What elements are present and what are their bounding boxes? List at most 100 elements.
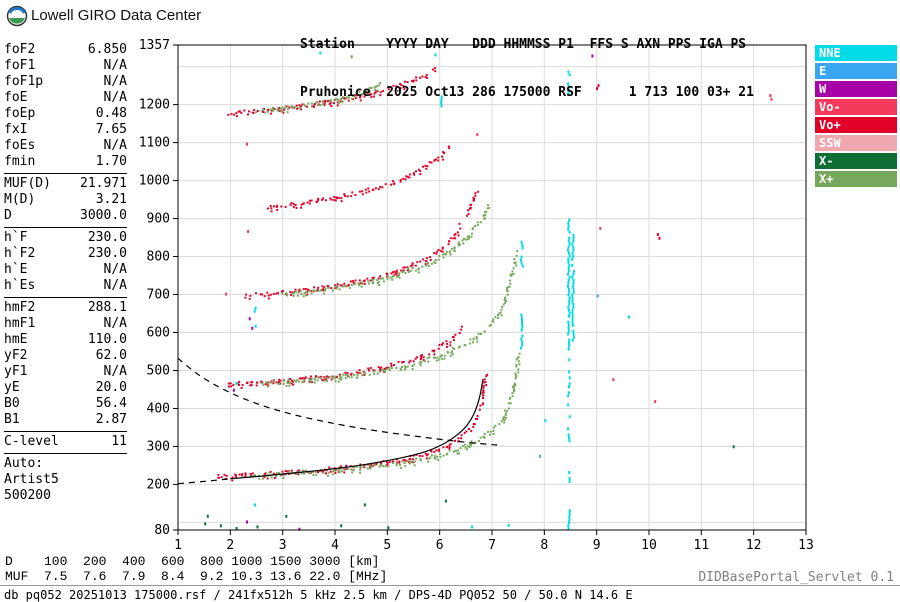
param-value: N/A (103, 58, 127, 73)
panel-separator (4, 453, 127, 454)
noise-points (204, 51, 773, 531)
param-label: hmF2 (4, 300, 36, 315)
param-row-hF: h`F 230.0 (4, 230, 127, 246)
param-row-Clevel: C-level 11 (4, 434, 127, 450)
interference-NNE-8.45 (566, 218, 571, 351)
param-label: fmin (4, 154, 36, 169)
y-tick-label: 600 (147, 326, 170, 341)
distance-muf-table: D 100 200 400 600 800 1000 1500 3000 [km… (5, 554, 388, 584)
interference-NNE-8.53 (571, 233, 575, 342)
y-tick-label: 400 (147, 401, 170, 416)
x-tick-label: 5 (383, 538, 391, 553)
param-label: Artist5 (4, 472, 59, 487)
param-row-hmF2: hmF2 288.1 (4, 300, 127, 316)
param-label: C-level (4, 434, 59, 449)
param-label: foF1 (4, 58, 36, 73)
param-label: Auto: (4, 456, 44, 471)
param-value: 56.4 (95, 396, 127, 411)
param-row-foEs: foEs N/A (4, 138, 127, 154)
param-row-MUFD: MUF(D) 21.971 (4, 176, 127, 192)
y-tick-label: 500 (147, 363, 170, 378)
y-tick-label: 1200 (139, 98, 170, 113)
param-value: N/A (103, 90, 127, 105)
param-row-foF1p: foF1p N/A (4, 74, 127, 90)
param-row-D: D 3000.0 (4, 208, 127, 224)
interference-NNE-7.55 (520, 313, 524, 350)
interference-Vo+-9 (596, 84, 600, 91)
status-bar: db pq052 20251013 175000.rsf / 241fx512h… (0, 585, 900, 602)
param-label: B0 (4, 396, 20, 411)
param-row-fmin: fmin 1.70 (4, 154, 127, 170)
param-value: 6.850 (87, 42, 127, 57)
y-tick-label: 800 (147, 250, 170, 265)
giro-logo-icon (6, 5, 28, 27)
param-label: foE (4, 90, 28, 105)
param-value: N/A (103, 138, 127, 153)
servlet-version: DIDBasePortal_Servlet 0.1 (698, 570, 894, 585)
interference-NNE-8.45 (567, 70, 571, 95)
plot-grid (178, 45, 806, 530)
param-label: h`F (4, 230, 28, 245)
legend-item-X+: X+ (815, 171, 897, 187)
line-profile-start (177, 478, 231, 485)
param-value: 20.0 (95, 380, 127, 395)
param-label: 500200 (4, 488, 51, 503)
param-value: 3000.0 (80, 208, 127, 223)
param-row-Artist5: Artist5 (4, 472, 127, 488)
param-row-hmE: hmE 110.0 (4, 332, 127, 348)
y-tick-label: 300 (147, 439, 170, 454)
param-label: h`Es (4, 278, 36, 293)
param-label: MUF(D) (4, 176, 51, 191)
param-row-Auto: Auto: (4, 456, 127, 472)
param-row-foE: foE N/A (4, 90, 127, 106)
param-value: 230.0 (87, 230, 127, 245)
param-label: fxI (4, 122, 28, 137)
x-tick-label: 2 (226, 538, 234, 553)
trace-F2-3hop-X (281, 204, 490, 298)
param-label: foF2 (4, 42, 36, 57)
y-tick-label: 1100 (139, 136, 170, 151)
param-row-foF1: foF1 N/A (4, 58, 127, 74)
param-value: 7.65 (95, 122, 127, 137)
param-row-B0: B0 56.4 (4, 396, 127, 412)
interference-NNE-8.45 (567, 509, 571, 531)
x-tick-label: 11 (694, 538, 710, 553)
trace-F2-2hop-X (260, 250, 519, 388)
param-row-yF1: yF1 N/A (4, 364, 127, 380)
x-tick-label: 12 (746, 538, 762, 553)
interference-NNE-8.45 (567, 358, 571, 443)
trace-F2-1hop-O (217, 373, 489, 482)
trace-F2-1hop-X (249, 352, 521, 480)
x-tick-label: 13 (798, 538, 814, 553)
trace-F2-4hop-O (266, 145, 451, 213)
legend-item-W: W (815, 81, 897, 97)
param-row-500200: 500200 (4, 488, 127, 504)
param-label: yE (4, 380, 20, 395)
y-tick-label: 1000 (139, 174, 170, 189)
logo-blue-arc (8, 7, 26, 14)
interference-NNE-6.02 (440, 95, 443, 108)
param-label: h`F2 (4, 246, 36, 261)
param-value: 21.971 (80, 176, 127, 191)
station-header-line2: Pruhonice 2025 Oct13 286 175000 RSF 1 71… (300, 85, 754, 100)
param-label: yF2 (4, 348, 28, 363)
station-header-line1: Station YYYY DAY DDD HHMMSS P1 FFS S AXN… (300, 37, 747, 52)
legend-item-E: E (815, 63, 897, 79)
panel-separator (4, 173, 127, 174)
param-value: N/A (103, 262, 127, 277)
param-label: hmE (4, 332, 28, 347)
plot-axes: 1 2 3 4 5 6 7 8 9 10 11 12 1313571200110010009008007… (139, 38, 814, 553)
param-label: foEs (4, 138, 36, 153)
interference-NNE-8.47 (568, 471, 571, 484)
param-label: hmF1 (4, 316, 36, 331)
line-profile-fit (230, 378, 484, 480)
x-tick-label: 9 (593, 538, 601, 553)
param-label: foEp (4, 106, 36, 121)
trace-F2-5hop-X (255, 82, 382, 114)
trace-F2-3hop-O (244, 190, 480, 300)
logo-green-arc (9, 18, 25, 24)
x-tick-label: 3 (279, 538, 287, 553)
y-tick-label: 200 (147, 477, 170, 492)
param-value: 0.48 (95, 106, 127, 121)
